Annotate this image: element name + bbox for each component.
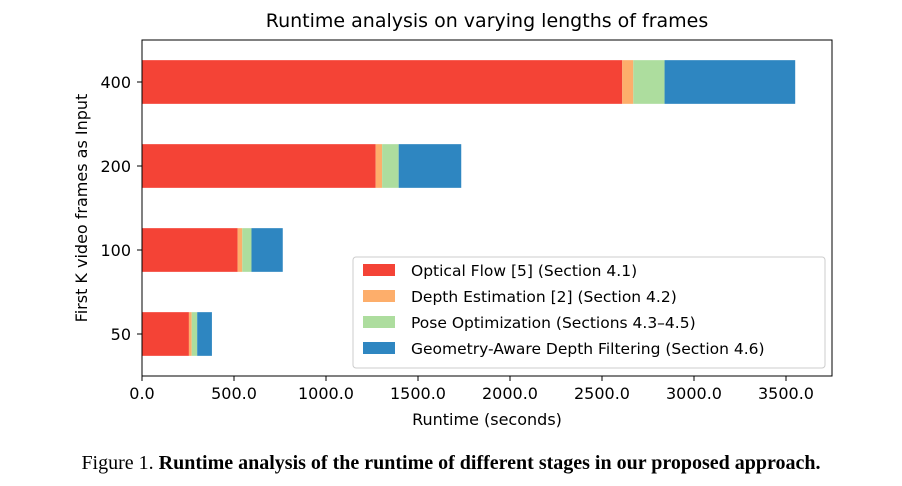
y-axis-label: First K video frames as Input: [72, 94, 91, 323]
x-tick-label: 3500.0: [758, 384, 814, 403]
bar-400-series-1: [142, 60, 623, 104]
y-axis-ticks: 50 100 200 400: [100, 73, 142, 344]
legend-entry-label: Pose Optimization (Sections 4.3–4.5): [411, 314, 696, 332]
legend-swatch: [363, 290, 395, 302]
legend-swatch: [363, 342, 395, 354]
legend: Optical Flow [5] (Section 4.1) Depth Esti…: [352, 256, 826, 369]
bar-200-series-1: [142, 144, 376, 188]
caption-prefix: Figure 1.: [81, 452, 159, 474]
legend-entry-label: Geometry-Aware Depth Filtering (Section …: [411, 340, 765, 358]
bar-50-series-2: [188, 312, 192, 356]
legend-entry-label: Depth Estimation [2] (Section 4.2): [411, 288, 677, 306]
figure-caption: Figure 1. Runtime analysis of the runtim…: [0, 452, 902, 475]
x-axis-ticks: 0.0 500.0 1000.0 1500.0 2000.0 2500.0 3000.0 35…: [129, 376, 814, 403]
x-tick-label: 0.0: [129, 384, 154, 403]
bar-200-series-2: [375, 144, 383, 188]
x-tick-label: 2500.0: [574, 384, 630, 403]
x-tick-label: 500.0: [211, 384, 257, 403]
y-tick-label: 50: [111, 325, 131, 344]
bar-100-series-3: [242, 228, 252, 272]
legend-swatch: [363, 316, 395, 328]
x-tick-label: 1500.0: [390, 384, 446, 403]
bar-50-series-3: [191, 312, 198, 356]
y-tick-label: 100: [100, 241, 131, 260]
y-tick-label: 200: [100, 157, 131, 176]
chart-title: Runtime analysis on varying lengths of f…: [266, 10, 709, 32]
bar-400-series-3: [633, 60, 665, 104]
legend-entry-label: Optical Flow [5] (Section 4.1): [411, 262, 637, 280]
legend-box: [352, 256, 826, 369]
bar-400-series-4: [664, 60, 796, 104]
bars-group: [142, 60, 796, 356]
x-axis-label: Runtime (seconds): [412, 410, 562, 429]
x-tick-label: 1000.0: [298, 384, 354, 403]
bar-100-series-1: [142, 228, 238, 272]
y-tick-label: 400: [100, 73, 131, 92]
bar-200-series-3: [382, 144, 399, 188]
bar-50-series-4: [197, 312, 212, 356]
x-tick-label: 3000.0: [666, 384, 722, 403]
bar-100-series-2: [237, 228, 243, 272]
bar-100-series-4: [251, 228, 283, 272]
x-tick-label: 2000.0: [482, 384, 538, 403]
bar-50-series-1: [142, 312, 189, 356]
plot-frame: [141, 39, 833, 377]
bar-200-series-4: [398, 144, 462, 188]
caption-bold-text: Runtime analysis of the runtime of diffe…: [158, 452, 821, 474]
chart: Runtime analysis on varying lengths of f…: [72, 10, 833, 429]
bar-400-series-2: [622, 60, 634, 104]
legend-swatch: [363, 264, 395, 276]
